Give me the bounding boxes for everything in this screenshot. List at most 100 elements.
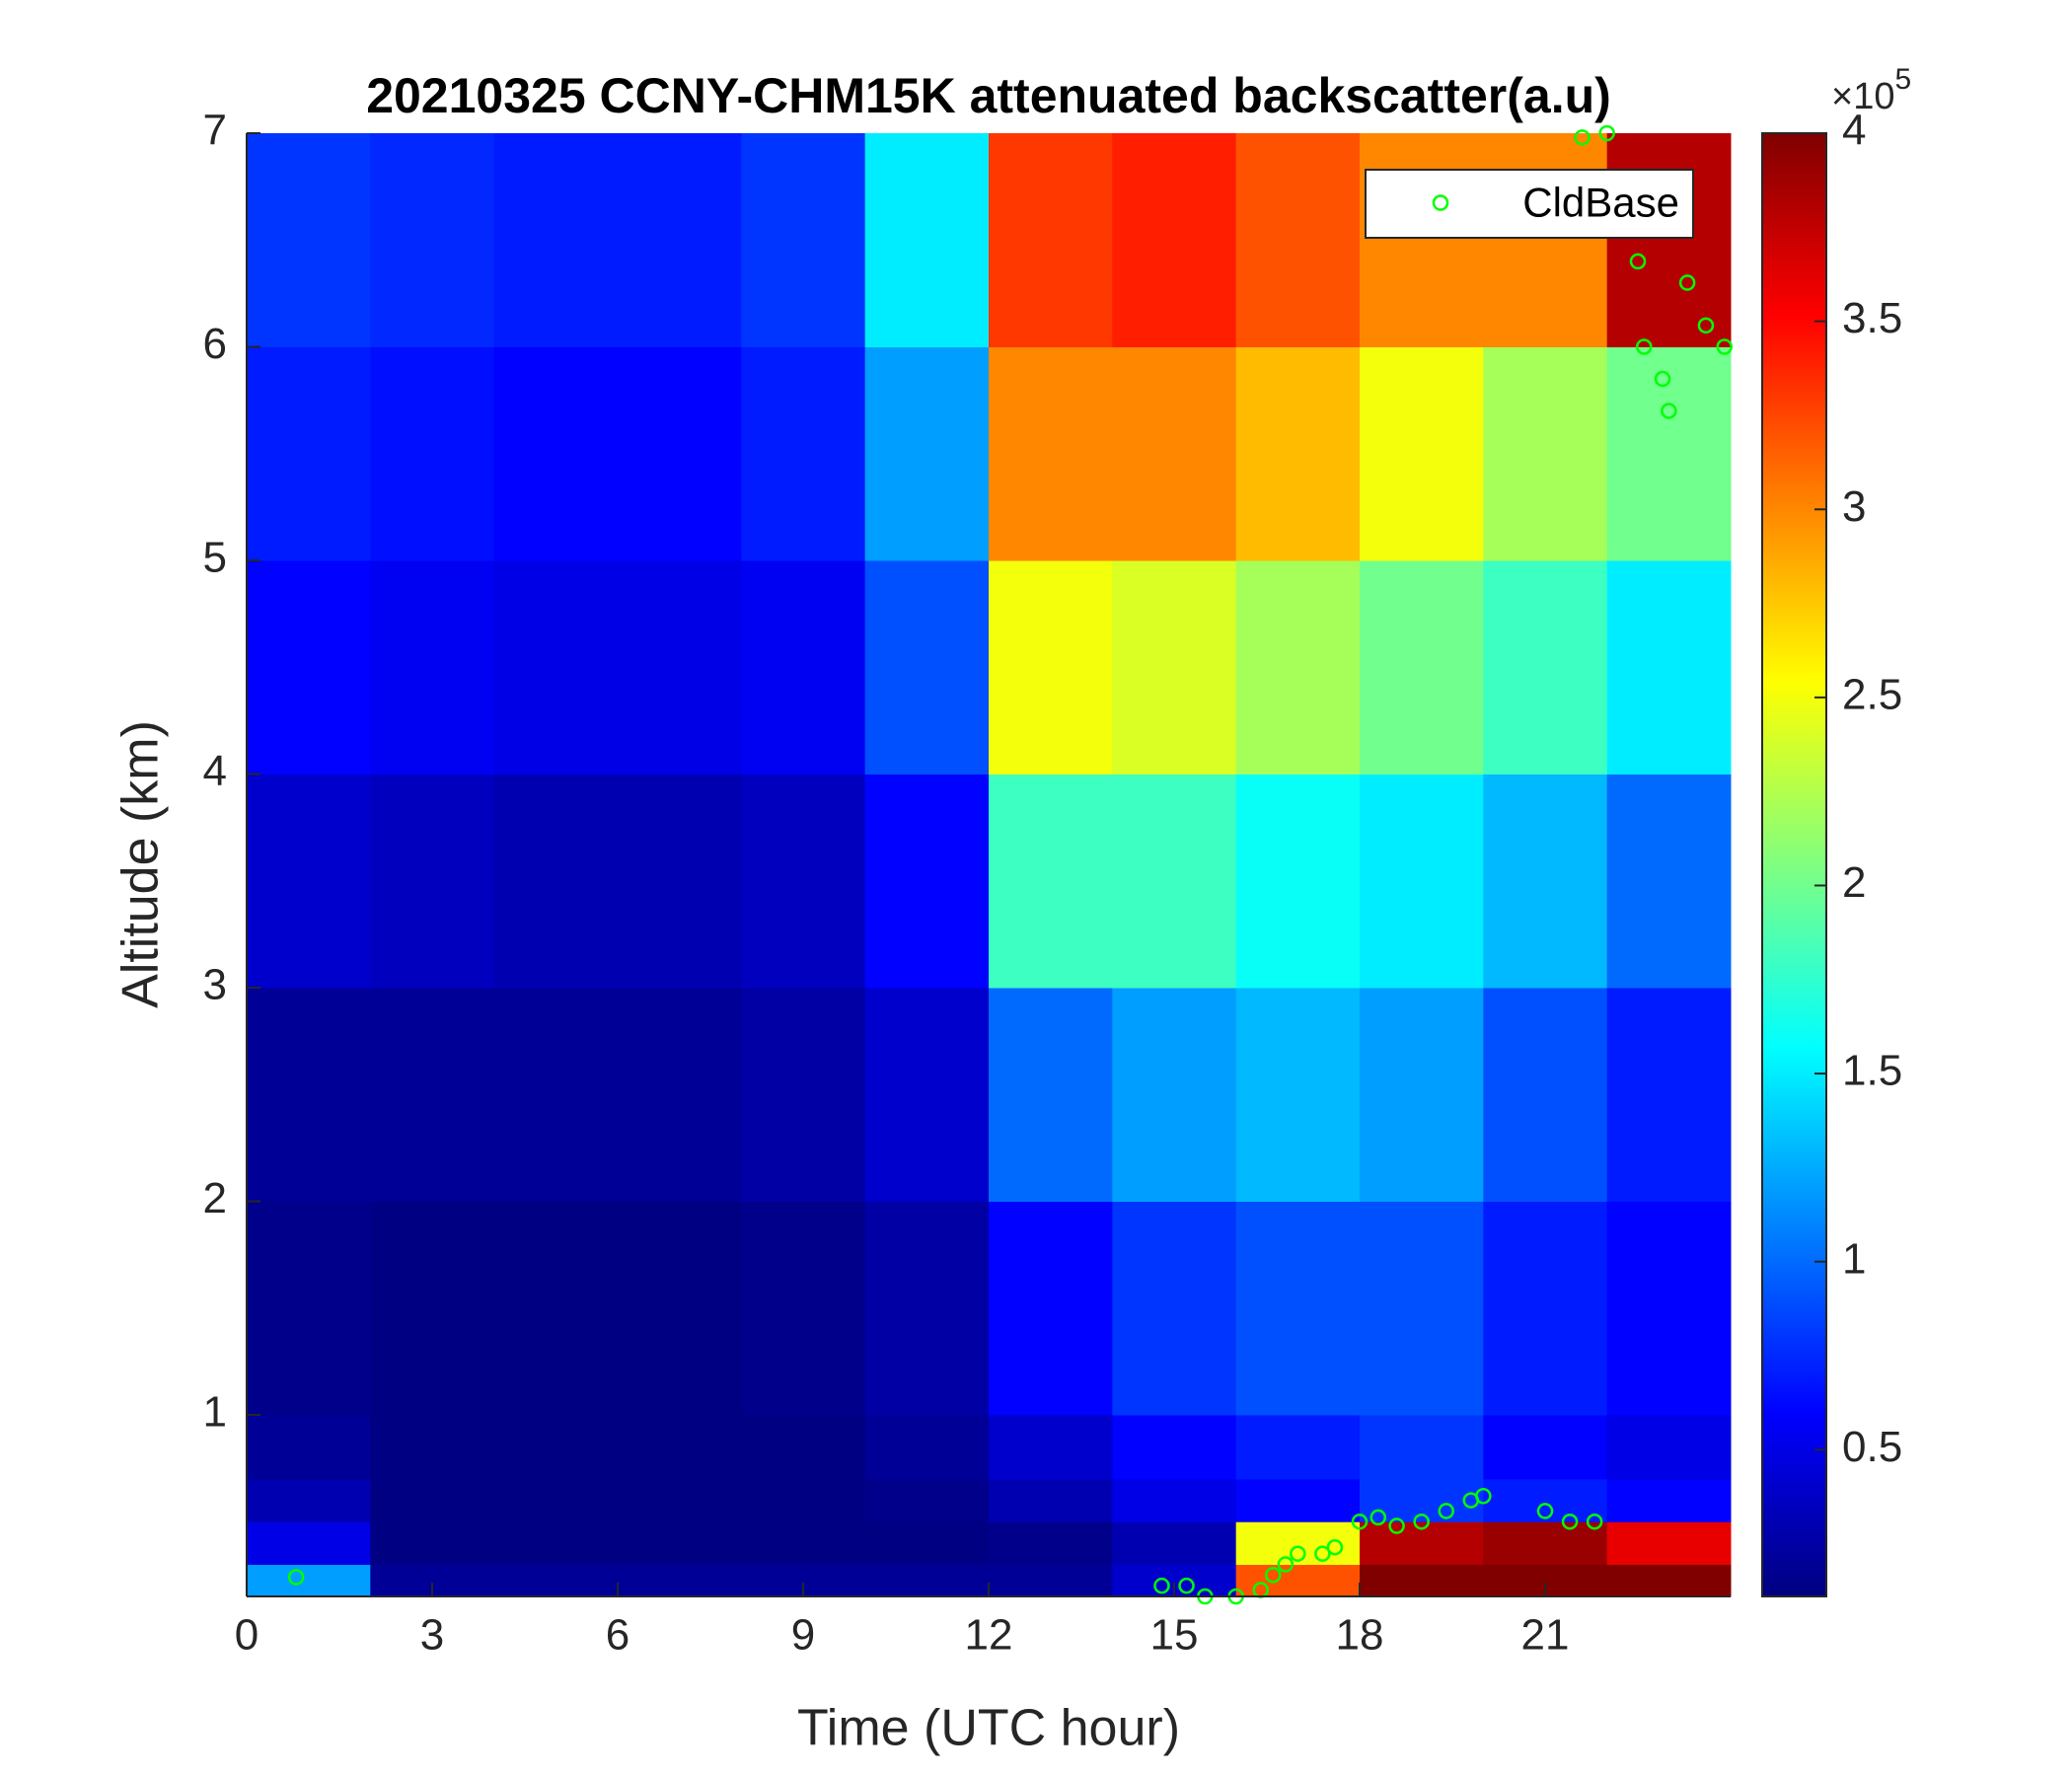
chart-title: 20210325 CCNY-CHM15K attenuated backscat… [366, 68, 1611, 123]
y-tick-label: 5 [203, 534, 227, 582]
heatmap-cell [1606, 1201, 1732, 1416]
cloud-base-point [1413, 1513, 1430, 1530]
heatmap-cell [864, 559, 990, 775]
heatmap-cell [989, 559, 1113, 775]
heatmap-cell [247, 1564, 371, 1597]
colorbar [1761, 132, 1827, 1597]
cloud-base-point [1314, 1545, 1331, 1562]
x-tick-label: 12 [965, 1611, 1013, 1660]
heatmap-cell [493, 1521, 619, 1566]
heatmap-cell [989, 1414, 1113, 1480]
colorbar-tick-label: 3 [1842, 482, 1866, 531]
heatmap-cell [1235, 1201, 1361, 1416]
heatmap-cell [247, 1414, 371, 1480]
heatmap-cell [864, 1521, 990, 1566]
heatmap-cell [1235, 987, 1361, 1202]
heatmap-cell [741, 346, 866, 561]
heatmap-cell [989, 987, 1113, 1202]
heatmap-cell [864, 346, 990, 561]
heatmap-cell [247, 559, 371, 775]
cloud-base-point [1475, 1487, 1492, 1505]
heatmap-cell [1483, 346, 1608, 561]
x-tick-label: 3 [420, 1611, 444, 1660]
heatmap-cell [493, 1564, 619, 1597]
heatmap-cell [370, 1201, 495, 1416]
heatmap [247, 133, 1732, 1597]
heatmap-cell [989, 774, 1113, 989]
heatmap-cell [493, 1414, 619, 1480]
y-tick-label: 2 [203, 1174, 227, 1222]
heatmap-cell [493, 133, 619, 347]
colorbar-tick-label: 3.5 [1842, 294, 1902, 342]
y-tick-label: 4 [203, 747, 227, 795]
heatmap-cell [618, 1478, 742, 1522]
cloud-base-point [1326, 1538, 1344, 1556]
heatmap-cell [370, 559, 495, 775]
colorbar-tick-label: 1 [1842, 1234, 1866, 1283]
heatmap-cell [247, 987, 371, 1202]
y-tick-label: 7 [203, 107, 227, 155]
heatmap-cell [1606, 1521, 1732, 1566]
cloud-base-point [1153, 1577, 1170, 1594]
heatmap-cell [1483, 774, 1608, 989]
heatmap-cell [618, 774, 742, 989]
heatmap-cell [1606, 1564, 1732, 1597]
x-tick-label: 15 [1150, 1611, 1199, 1660]
cloud-base-point [1586, 1513, 1603, 1530]
heatmap-cell [989, 1521, 1113, 1566]
x-tick-label: 0 [235, 1611, 259, 1660]
heatmap-cell [741, 987, 866, 1202]
heatmap-cell [989, 133, 1113, 347]
colorbar-multiplier: ×105 [1831, 63, 1911, 117]
heatmap-cell [370, 133, 495, 347]
heatmap-cell [1235, 1564, 1361, 1597]
heatmap-cell [864, 1564, 990, 1597]
heatmap-cell [864, 1201, 990, 1416]
heatmap-cell [864, 1414, 990, 1480]
colorbar-tick-label: 2.5 [1842, 670, 1902, 718]
y-axis-label: Altitude (km) [112, 720, 170, 1008]
heatmap-cell [989, 1564, 1113, 1597]
heatmap-cell [1112, 774, 1237, 989]
heatmap-cell [1606, 133, 1732, 347]
heatmap-cell [493, 346, 619, 561]
heatmap-cell [247, 774, 371, 989]
cloud-base-point [1629, 253, 1647, 270]
cloud-base-point [1636, 338, 1653, 355]
heatmap-cell [493, 987, 619, 1202]
heatmap-cell [741, 133, 866, 347]
heatmap-cell [618, 346, 742, 561]
colorbar-tick-label: 0.5 [1842, 1423, 1902, 1471]
cloud-base-point [1536, 1503, 1554, 1519]
colorbar-tick-label: 2 [1842, 858, 1866, 907]
y-tick-label: 6 [203, 320, 227, 368]
heatmap-cell [864, 774, 990, 989]
heatmap-cell [1606, 774, 1732, 989]
heatmap-cell [618, 987, 742, 1202]
heatmap-cell [741, 1414, 866, 1480]
heatmap-cell [864, 1478, 990, 1522]
heatmap-cell [1235, 559, 1361, 775]
heatmap-cell [1235, 133, 1361, 347]
heatmap-cell [493, 1478, 619, 1522]
heatmap-cell [370, 1478, 495, 1522]
cloud-base-point [1438, 1503, 1454, 1519]
legend-label: CldBase [1522, 180, 1679, 226]
cloud-base-point [1351, 1513, 1369, 1530]
cloud-base-point [1277, 1556, 1295, 1573]
heatmap-cell [1112, 1414, 1237, 1480]
legend-marker [1432, 194, 1449, 211]
heatmap-cell [493, 1201, 619, 1416]
heatmap-cell [1360, 1564, 1484, 1597]
cloud-base-point [1290, 1545, 1306, 1562]
y-tick-label: 3 [203, 961, 227, 1009]
heatmap-cell [247, 1201, 371, 1416]
cloud-base-point [1574, 129, 1591, 146]
heatmap-cell [493, 559, 619, 775]
x-axis-label: Time (UTC hour) [797, 1700, 1180, 1757]
heatmap-cell [741, 559, 866, 775]
heatmap-cell [370, 1414, 495, 1480]
heatmap-cell [370, 1521, 495, 1566]
heatmap-cell [1235, 346, 1361, 561]
